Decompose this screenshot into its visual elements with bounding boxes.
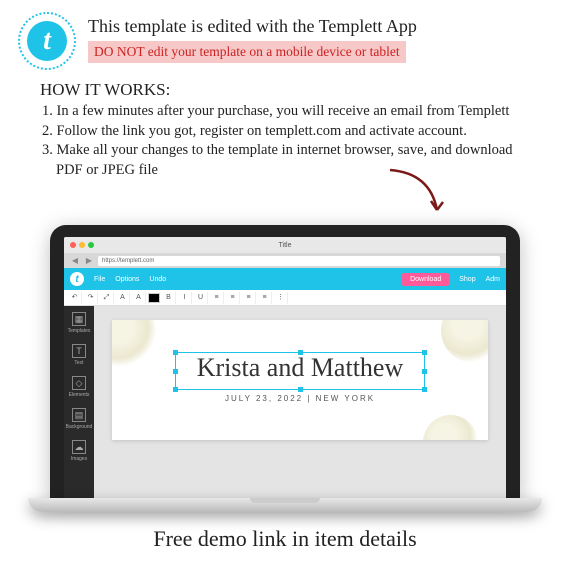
badge-letter: t bbox=[27, 21, 67, 61]
left-sidebar: ▦Templates TText ◇Elements ▤Background ☁… bbox=[64, 306, 94, 500]
app-logo[interactable]: t bbox=[70, 272, 84, 286]
align-right-tool[interactable]: ≡ bbox=[242, 292, 256, 304]
images-icon: ☁ bbox=[72, 440, 86, 454]
undo-tool[interactable]: ↶ bbox=[68, 292, 82, 304]
italic-tool[interactable]: I bbox=[178, 292, 192, 304]
admin-link[interactable]: Adm bbox=[486, 276, 500, 283]
laptop-mockup: Title ◀ ▶ https://templett.com t File Op… bbox=[50, 225, 520, 512]
sidebar-templates[interactable]: ▦Templates bbox=[68, 312, 91, 334]
resize-handle[interactable] bbox=[298, 387, 303, 392]
color-swatch[interactable] bbox=[148, 293, 160, 303]
names-text[interactable]: Krista and Matthew bbox=[112, 353, 488, 383]
menu-file[interactable]: File bbox=[94, 276, 105, 283]
template-canvas[interactable]: Krista and Matthew JULY 23, 2022 | NEW Y… bbox=[112, 320, 488, 440]
align-left-tool[interactable]: ≡ bbox=[210, 292, 224, 304]
app-menubar: t File Options Undo Download Shop Adm bbox=[64, 268, 506, 290]
howto-step: 2. Follow the link you got, register on … bbox=[42, 122, 530, 142]
align-just-tool[interactable]: ≡ bbox=[258, 292, 272, 304]
laptop-base bbox=[28, 498, 542, 512]
menu-options[interactable]: Options bbox=[115, 276, 139, 283]
redo-tool[interactable]: ↷ bbox=[84, 292, 98, 304]
sidebar-background[interactable]: ▤Background bbox=[66, 408, 93, 430]
max-dot[interactable] bbox=[88, 242, 94, 248]
background-icon: ▤ bbox=[72, 408, 86, 422]
font-inc-tool[interactable]: A bbox=[116, 292, 130, 304]
font-dec-tool[interactable]: A bbox=[132, 292, 146, 304]
templates-icon: ▦ bbox=[72, 312, 86, 326]
templett-badge: t bbox=[18, 12, 76, 70]
close-dot[interactable] bbox=[70, 242, 76, 248]
footer-text: Free demo link in item details bbox=[0, 526, 570, 552]
back-button[interactable]: ◀ bbox=[70, 256, 80, 266]
howto-list: 1. In a few minutes after your purchase,… bbox=[40, 102, 530, 180]
flower-decoration bbox=[423, 415, 478, 440]
url-field[interactable]: https://templett.com bbox=[98, 256, 500, 266]
bold-tool[interactable]: B bbox=[162, 292, 176, 304]
fwd-button[interactable]: ▶ bbox=[84, 256, 94, 266]
underline-tool[interactable]: U bbox=[194, 292, 208, 304]
min-dot[interactable] bbox=[79, 242, 85, 248]
howto-step: 3. Make all your changes to the template… bbox=[42, 141, 530, 180]
menu-undo[interactable]: Undo bbox=[149, 276, 166, 283]
resize-handle[interactable] bbox=[173, 387, 178, 392]
window-title: Title bbox=[279, 242, 292, 249]
resize-tool[interactable]: ⤢ bbox=[100, 292, 114, 304]
header-title: This template is edited with the Templet… bbox=[88, 16, 417, 37]
canvas-area[interactable]: Krista and Matthew JULY 23, 2022 | NEW Y… bbox=[94, 306, 506, 500]
resize-handle[interactable] bbox=[422, 387, 427, 392]
more-tool[interactable]: ⋮ bbox=[274, 292, 288, 304]
elements-icon: ◇ bbox=[72, 376, 86, 390]
howto-step: 1. In a few minutes after your purchase,… bbox=[42, 102, 530, 122]
text-icon: T bbox=[72, 344, 86, 358]
window-titlebar: Title bbox=[64, 237, 506, 253]
sidebar-elements[interactable]: ◇Elements bbox=[69, 376, 90, 398]
align-center-tool[interactable]: ≡ bbox=[226, 292, 240, 304]
warning-banner: DO NOT edit your template on a mobile de… bbox=[88, 41, 406, 63]
browser-urlbar: ◀ ▶ https://templett.com bbox=[64, 253, 506, 268]
download-button[interactable]: Download bbox=[402, 273, 449, 286]
sidebar-images[interactable]: ☁Images bbox=[71, 440, 87, 462]
howto-title: HOW IT WORKS: bbox=[40, 80, 530, 100]
sidebar-text[interactable]: TText bbox=[72, 344, 86, 366]
date-text[interactable]: JULY 23, 2022 | NEW YORK bbox=[112, 394, 488, 403]
format-toolbar: ↶ ↷ ⤢ A A B I U ≡ ≡ ≡ ≡ ⋮ bbox=[64, 290, 506, 306]
shop-link[interactable]: Shop bbox=[459, 276, 475, 283]
